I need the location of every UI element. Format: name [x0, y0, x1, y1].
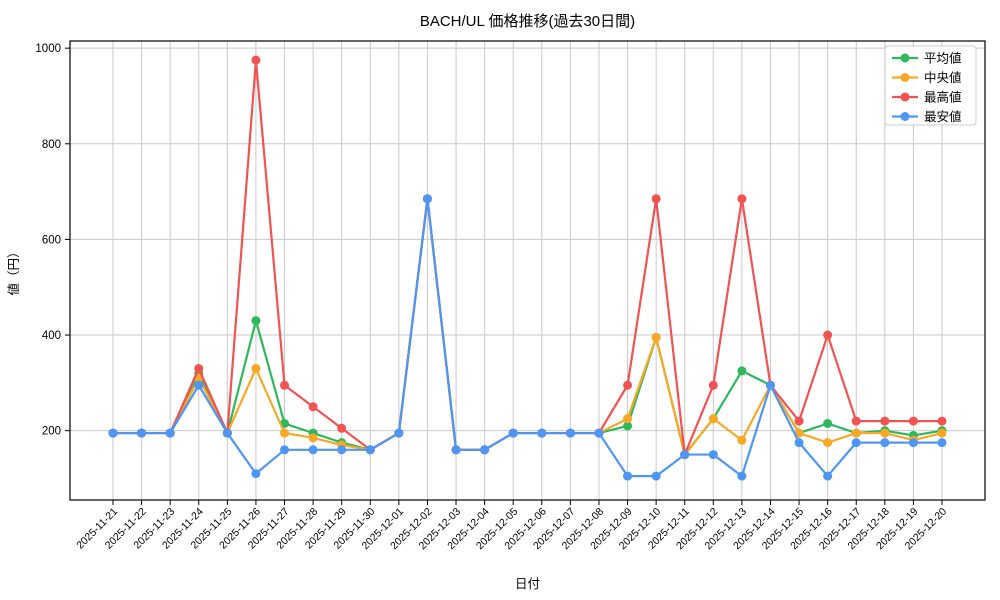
legend-item-0: 平均値: [892, 51, 962, 66]
series-1: [108, 194, 947, 460]
y-axis-label: 値（円）: [6, 245, 21, 295]
plot-frame: [69, 40, 986, 501]
svg-text:1000: 1000: [35, 43, 61, 55]
svg-text:最安値: 最安値: [924, 109, 962, 124]
svg-text:400: 400: [42, 330, 61, 342]
svg-text:平均値: 平均値: [924, 51, 962, 66]
svg-text:最高値: 最高値: [924, 90, 962, 105]
svg-text:中央値: 中央値: [924, 70, 962, 85]
svg-text:600: 600: [42, 234, 61, 246]
series-3: [108, 194, 947, 481]
x-axis-label: 日付: [515, 577, 540, 591]
horizontal-gridlines: [70, 47, 985, 432]
legend-item-2: 最高値: [892, 90, 962, 105]
chart-title: BACH/UL 価格推移(過去30日間): [420, 13, 635, 30]
y-axis-tick-labels: 200 400 600 800 1000: [35, 43, 70, 438]
x-axis-tick-labels: 2025-11-212025-11-222025-11-232025-11-24…: [74, 500, 949, 552]
legend-item-1: 中央値: [892, 70, 962, 85]
series-2: [108, 55, 947, 460]
svg-text:200: 200: [42, 426, 61, 438]
legend-item-3: 最安値: [892, 109, 962, 124]
svg-text:800: 800: [42, 139, 61, 151]
